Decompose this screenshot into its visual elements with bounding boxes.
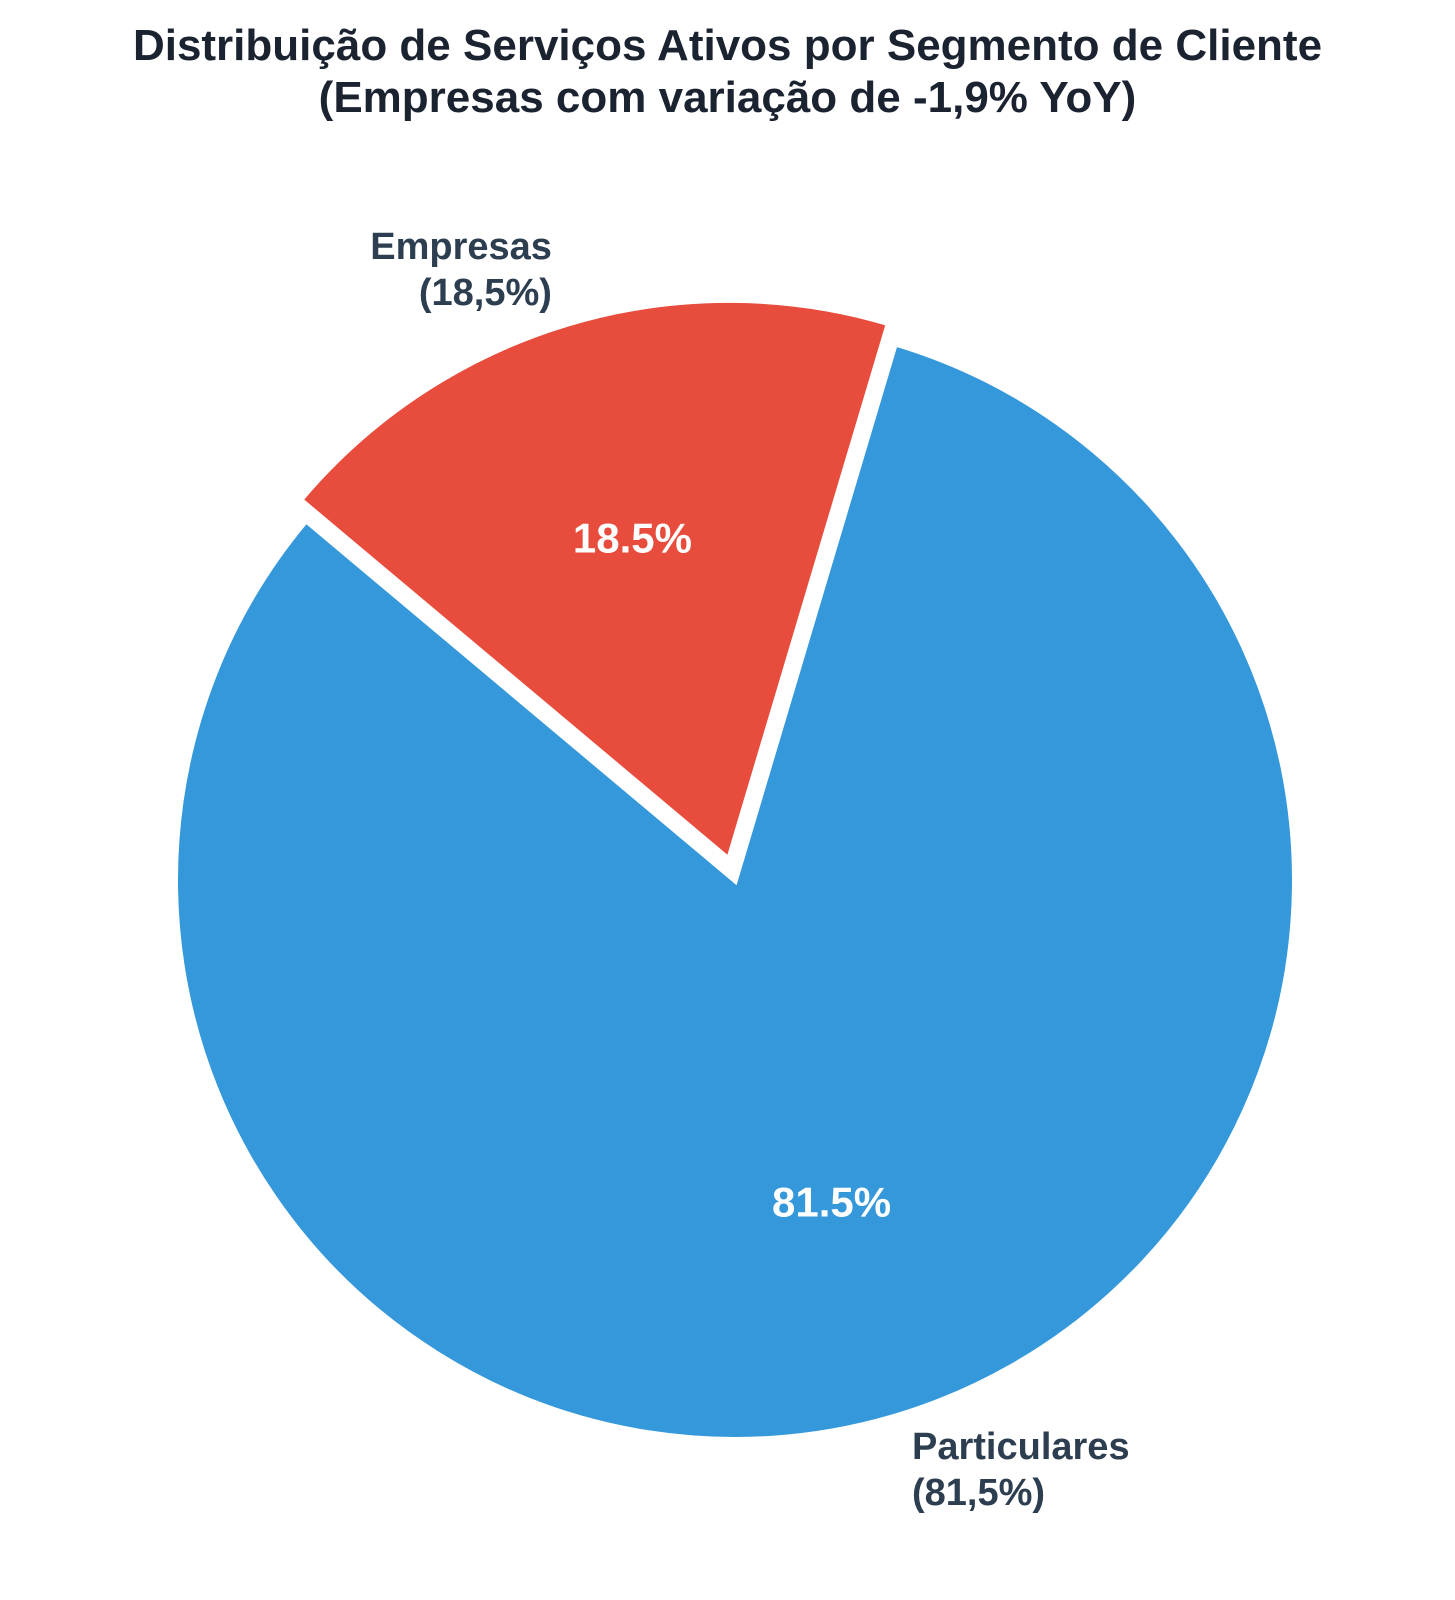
pie-slice-particulares bbox=[172, 339, 1298, 1443]
category-label-line-1: Empresas bbox=[370, 226, 552, 268]
category-label-empresas: Empresas (18,5%) bbox=[370, 226, 552, 314]
chart-title: Distribuição de Serviços Ativos por Segm… bbox=[0, 20, 1455, 124]
category-label-line-2: (81,5%) bbox=[912, 1472, 1045, 1514]
chart-title-line-2: (Empresas com variação de -1,9% YoY) bbox=[318, 73, 1137, 122]
pct-label-empresas: 18.5% bbox=[573, 515, 692, 562]
category-label-line-2: (18,5%) bbox=[419, 272, 552, 314]
chart-title-line-1: Distribuição de Serviços Ativos por Segm… bbox=[132, 21, 1323, 70]
pie-slice-empresas bbox=[295, 296, 893, 866]
category-label-line-1: Particulares bbox=[912, 1426, 1130, 1468]
category-label-particulares: Particulares (81,5%) bbox=[912, 1426, 1130, 1514]
pct-label-particulares: 81.5% bbox=[772, 1178, 891, 1225]
